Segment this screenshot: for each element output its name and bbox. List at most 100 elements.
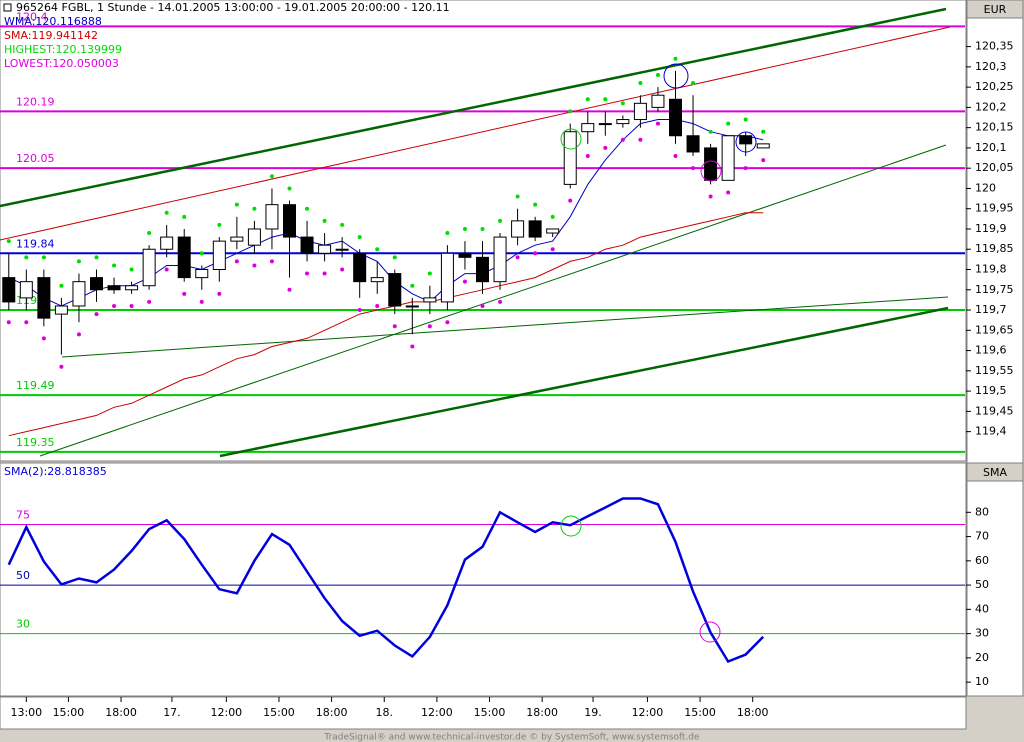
y-tick-label: 120,05 xyxy=(975,161,1014,174)
indicator-dot xyxy=(550,214,555,219)
candle-body xyxy=(353,252,367,283)
candle-body xyxy=(581,123,595,133)
indicator-dot xyxy=(59,364,64,369)
x-tick-label: 18:00 xyxy=(105,706,137,719)
y-tick-label: 119,4 xyxy=(975,425,1007,438)
annotation-circle xyxy=(699,621,721,643)
indicator-dot xyxy=(743,166,748,171)
annotation-circle xyxy=(663,63,689,89)
indicator-dot xyxy=(24,255,29,260)
candle-body xyxy=(686,135,700,153)
indicator-dot xyxy=(112,303,117,308)
indicator-dot xyxy=(673,56,678,61)
y-tick-label: 119,9 xyxy=(975,222,1007,235)
menu-icon[interactable] xyxy=(3,3,12,12)
x-tick-label: 18:00 xyxy=(316,706,348,719)
y-tick-label: 120,1 xyxy=(975,141,1007,154)
indicator-dot xyxy=(217,222,222,227)
y-tick-label: 20 xyxy=(975,651,989,664)
indicator-dot xyxy=(217,291,222,296)
candle-body xyxy=(247,228,261,246)
indicator-dot xyxy=(357,235,362,240)
indicator-dot xyxy=(182,291,187,296)
legend-entry: WMA:120.116888 xyxy=(4,15,102,28)
x-tick-label: 15:00 xyxy=(474,706,506,719)
axis-header xyxy=(966,0,1024,19)
indicator-line xyxy=(7,497,765,664)
indicator-dot xyxy=(533,251,538,256)
y-tick-label: 40 xyxy=(975,602,989,615)
y-tick-label: 120,35 xyxy=(975,40,1014,53)
y-tick-label: 119,95 xyxy=(975,202,1014,215)
indicator-dot xyxy=(287,186,292,191)
annotation-circle xyxy=(735,131,757,153)
trendline xyxy=(219,306,949,458)
indicator-dot xyxy=(59,283,64,288)
x-tick-label: 12:00 xyxy=(210,706,242,719)
level-label: 119.84 xyxy=(16,237,55,250)
indicator-dot xyxy=(550,247,555,252)
indicator-dot xyxy=(375,303,380,308)
candle-body xyxy=(283,204,296,238)
y-tick-label: 120,25 xyxy=(975,80,1014,93)
trendline xyxy=(61,296,949,358)
indicator-dot xyxy=(726,121,731,126)
candle-body xyxy=(2,277,16,303)
level-label: 75 xyxy=(16,508,30,521)
indicator-dot xyxy=(673,154,678,159)
indicator-dot xyxy=(6,320,11,325)
annotation-circle xyxy=(560,515,582,537)
candle-body xyxy=(230,236,244,242)
indicator-dot xyxy=(533,202,538,207)
indicator-dot xyxy=(392,324,397,329)
annotation-circle xyxy=(560,128,582,150)
indicator-dot xyxy=(410,283,415,288)
candle-body xyxy=(651,94,665,108)
indicator-dot xyxy=(585,154,590,159)
indicator-dot xyxy=(498,299,503,304)
indicator-dot xyxy=(638,137,643,142)
indicator-dot xyxy=(340,222,345,227)
indicator-dot xyxy=(147,231,152,236)
y-tick-label: 30 xyxy=(975,627,989,640)
indicator-dot xyxy=(480,303,485,308)
indicator-dot xyxy=(41,255,46,260)
candle-body xyxy=(511,220,525,238)
indicator-dot xyxy=(655,121,660,126)
axis-label: SMA xyxy=(983,466,1007,479)
indicator-panel xyxy=(0,462,967,697)
candle-body xyxy=(142,248,156,287)
x-tick-label: 18. xyxy=(375,706,393,719)
candle-body xyxy=(704,147,718,181)
indicator-dot xyxy=(691,81,696,86)
indicator-dot xyxy=(322,271,327,276)
indicator-dot xyxy=(568,109,573,114)
x-tick-label: 15:00 xyxy=(53,706,85,719)
candle-body xyxy=(458,252,472,258)
x-tick-label: 12:00 xyxy=(421,706,453,719)
candle-body xyxy=(300,236,314,254)
candle-body xyxy=(90,277,103,291)
indicator-dot xyxy=(305,271,310,276)
indicator-dot xyxy=(462,226,467,231)
candle-body xyxy=(528,220,542,238)
candle-body xyxy=(212,240,226,271)
y-tick-label: 119,7 xyxy=(975,303,1007,316)
y-tick-label: 80 xyxy=(975,505,989,518)
indicator-dot xyxy=(726,190,731,195)
indicator-dot xyxy=(164,267,169,272)
y-tick-label: 120,3 xyxy=(975,60,1007,73)
indicator-dot xyxy=(234,259,239,264)
indicator-dot xyxy=(708,129,713,134)
candle-body xyxy=(160,236,174,250)
indicator-dot xyxy=(112,263,117,268)
indicator-dot xyxy=(691,166,696,171)
indicator-dot xyxy=(603,97,608,102)
indicator-dot xyxy=(129,303,134,308)
indicator-dot xyxy=(147,299,152,304)
candle-body xyxy=(195,269,209,279)
indicator-dot xyxy=(357,308,362,313)
indicator-dot xyxy=(445,320,450,325)
indicator-dot xyxy=(340,267,345,272)
trendline xyxy=(39,144,947,457)
